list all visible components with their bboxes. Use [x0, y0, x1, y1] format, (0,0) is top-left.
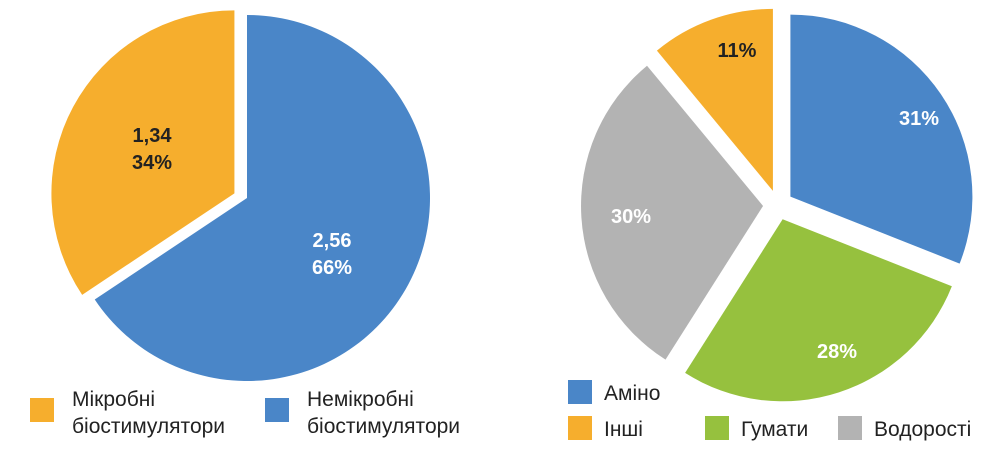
legend-label-водорості: Водорості [874, 418, 971, 441]
data-label-microbial-line-1: 1,34 [133, 125, 173, 147]
pie-chart-biostimulators: 1,34 34% 2,56 66% [51, 10, 430, 382]
data-label-інші: 11% [718, 40, 757, 62]
legend-label-1-line-1: Мікробні [72, 388, 155, 411]
legend-swatch-водорості [838, 416, 862, 440]
data-label-microbial-line-2: 34% [132, 152, 172, 174]
legend-swatch-інші [568, 416, 592, 440]
legend-biostimulators: Мікробні біостимулятори Немікробні біостиму… [30, 388, 460, 438]
legend-label-2-line-1: Немікробні [307, 388, 414, 411]
legend-label-2-line-2: біостимулятори [307, 415, 460, 438]
slice-гумати [685, 219, 952, 402]
pie-chart-categories: 31% 28% 30% 11% [581, 8, 973, 402]
slice-аміно [790, 14, 973, 264]
data-label-аміно: 31% [899, 108, 939, 130]
slice-nonmicrobial [94, 15, 430, 382]
data-label-водорості: 30% [611, 206, 651, 228]
legend-swatch-2 [265, 398, 289, 422]
slice-microbial [51, 10, 235, 295]
legend-label-інші: Інші [604, 418, 643, 441]
legend-swatch-аміно [568, 380, 592, 404]
legend-swatch-1 [30, 398, 54, 422]
data-label-гумати: 28% [817, 341, 857, 363]
data-label-nonmicrobial-line-2: 66% [312, 257, 352, 279]
legend-label-гумати: Гумати [741, 418, 808, 441]
data-label-nonmicrobial-line-1: 2,56 [313, 230, 352, 252]
legend-categories: Аміно Інші Гумати Водорості [568, 380, 971, 441]
slice-водорості [581, 65, 764, 360]
legend-label-1-line-2: біостимулятори [72, 415, 225, 438]
slice-інші [656, 8, 773, 191]
legend-label-аміно: Аміно [604, 382, 660, 405]
legend-swatch-гумати [705, 416, 729, 440]
